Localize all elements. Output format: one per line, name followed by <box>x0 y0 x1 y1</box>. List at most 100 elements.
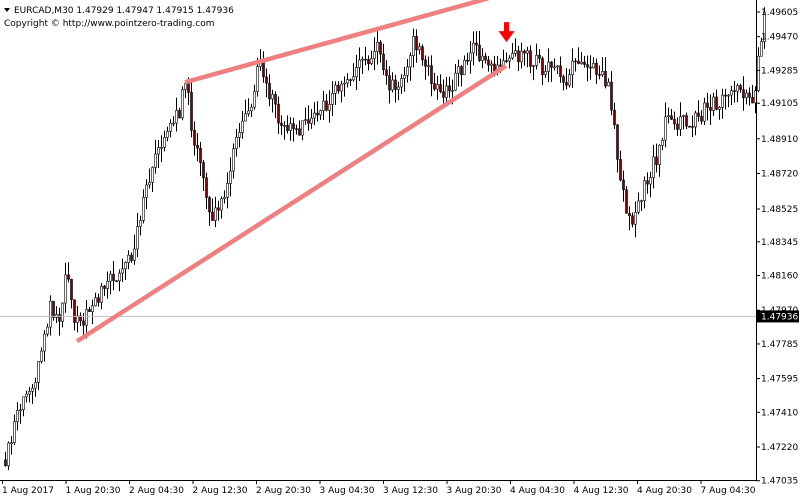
candle-body <box>133 248 136 261</box>
candle-bullish <box>310 108 313 129</box>
candle-body <box>205 177 208 198</box>
candle-bullish <box>520 42 523 69</box>
candle-bullish <box>361 56 364 74</box>
candle-body <box>460 66 463 76</box>
candle-body <box>727 94 730 97</box>
candle-body <box>601 71 604 76</box>
candle-body <box>391 79 394 91</box>
candle-bullish <box>508 55 511 69</box>
candle-body <box>223 197 226 200</box>
candle-body <box>304 119 307 121</box>
candle-bullish <box>94 292 97 307</box>
candle-body <box>130 254 133 261</box>
candle-bullish <box>22 396 25 417</box>
candle-body <box>445 85 448 98</box>
candle-bullish <box>301 120 304 141</box>
candle-body <box>301 120 304 136</box>
candle-bullish <box>169 119 172 138</box>
candle-body <box>178 110 181 119</box>
candle-bullish <box>658 144 661 177</box>
candle-body <box>124 262 127 270</box>
candle-bullish <box>637 192 640 215</box>
y-tick-label: 1.49605 <box>761 8 798 18</box>
candle-body <box>13 421 16 444</box>
candle-bearish <box>274 91 277 119</box>
candle-body <box>508 57 511 62</box>
candle-body <box>313 112 316 119</box>
candle-bullish <box>721 88 724 119</box>
upper-trendline[interactable] <box>184 0 489 85</box>
candle-body <box>277 103 280 124</box>
candle-body <box>499 64 502 67</box>
candle-bearish <box>52 300 55 321</box>
candle-bullish <box>175 97 178 132</box>
candle-body <box>466 59 469 62</box>
candle-body <box>94 297 97 307</box>
candle-bullish <box>397 81 400 101</box>
candle-body <box>616 124 619 160</box>
candle-bullish <box>328 90 331 123</box>
candle-body <box>490 63 493 66</box>
candle-body <box>73 299 76 323</box>
y-tick-label: 1.48910 <box>761 135 798 145</box>
candle-bullish <box>181 86 184 121</box>
candle-body <box>340 83 343 92</box>
candle-body <box>175 110 178 124</box>
candle-bullish <box>235 128 238 157</box>
candle-bearish <box>433 72 436 92</box>
candle-bearish <box>676 117 679 136</box>
candle-bearish <box>73 299 76 331</box>
candle-body <box>757 55 760 91</box>
candle-body <box>526 50 529 54</box>
candle-bullish <box>370 50 373 66</box>
candle-bullish <box>445 77 448 106</box>
candle-bearish <box>505 52 508 64</box>
candle-body <box>694 112 697 128</box>
candle-bullish <box>49 295 52 336</box>
candle-bullish <box>319 109 322 120</box>
candle-bullish <box>667 107 670 124</box>
y-tick-label: 1.47410 <box>761 408 798 418</box>
candle-bearish <box>577 47 580 65</box>
candle-body <box>58 314 61 322</box>
candle-bullish <box>142 189 145 224</box>
candle-body <box>697 112 700 117</box>
candle-body <box>100 285 103 303</box>
candle-bullish <box>682 114 685 130</box>
symbol-dropdown-icon[interactable] <box>4 8 10 12</box>
candle-body <box>271 94 274 100</box>
candle-body <box>346 79 349 84</box>
candle-body <box>364 58 367 61</box>
candle-body <box>763 11 766 42</box>
candle-bearish <box>202 159 205 191</box>
candle-body <box>337 84 340 92</box>
candle-bearish <box>385 60 388 85</box>
candle-bullish <box>46 323 49 337</box>
candle-body <box>373 51 376 59</box>
candle-bullish <box>745 89 748 105</box>
candle-bearish <box>517 45 520 72</box>
candle-bullish <box>730 85 733 106</box>
candle-bullish <box>127 250 130 270</box>
lower-trendline[interactable] <box>75 63 508 344</box>
candle-bearish <box>610 71 613 116</box>
candle-bearish <box>670 109 673 120</box>
candle-body <box>688 125 691 128</box>
candle-bearish <box>448 76 451 98</box>
candle-bearish <box>586 55 589 82</box>
copyright-text: Copyright © http://www.pointzero-trading… <box>4 19 214 29</box>
candle-body <box>607 81 610 87</box>
candle-body <box>568 74 571 86</box>
candle-body <box>145 184 148 198</box>
candle-bullish <box>16 402 19 431</box>
candle-bearish <box>685 112 688 130</box>
candle-body <box>355 67 358 78</box>
candle-body <box>262 62 265 78</box>
candle-bearish <box>415 29 418 63</box>
candle-bullish <box>226 172 229 209</box>
candle-bearish <box>595 58 598 85</box>
candle-bullish <box>214 196 217 228</box>
candle-body <box>736 85 739 92</box>
candle-body <box>613 109 616 126</box>
